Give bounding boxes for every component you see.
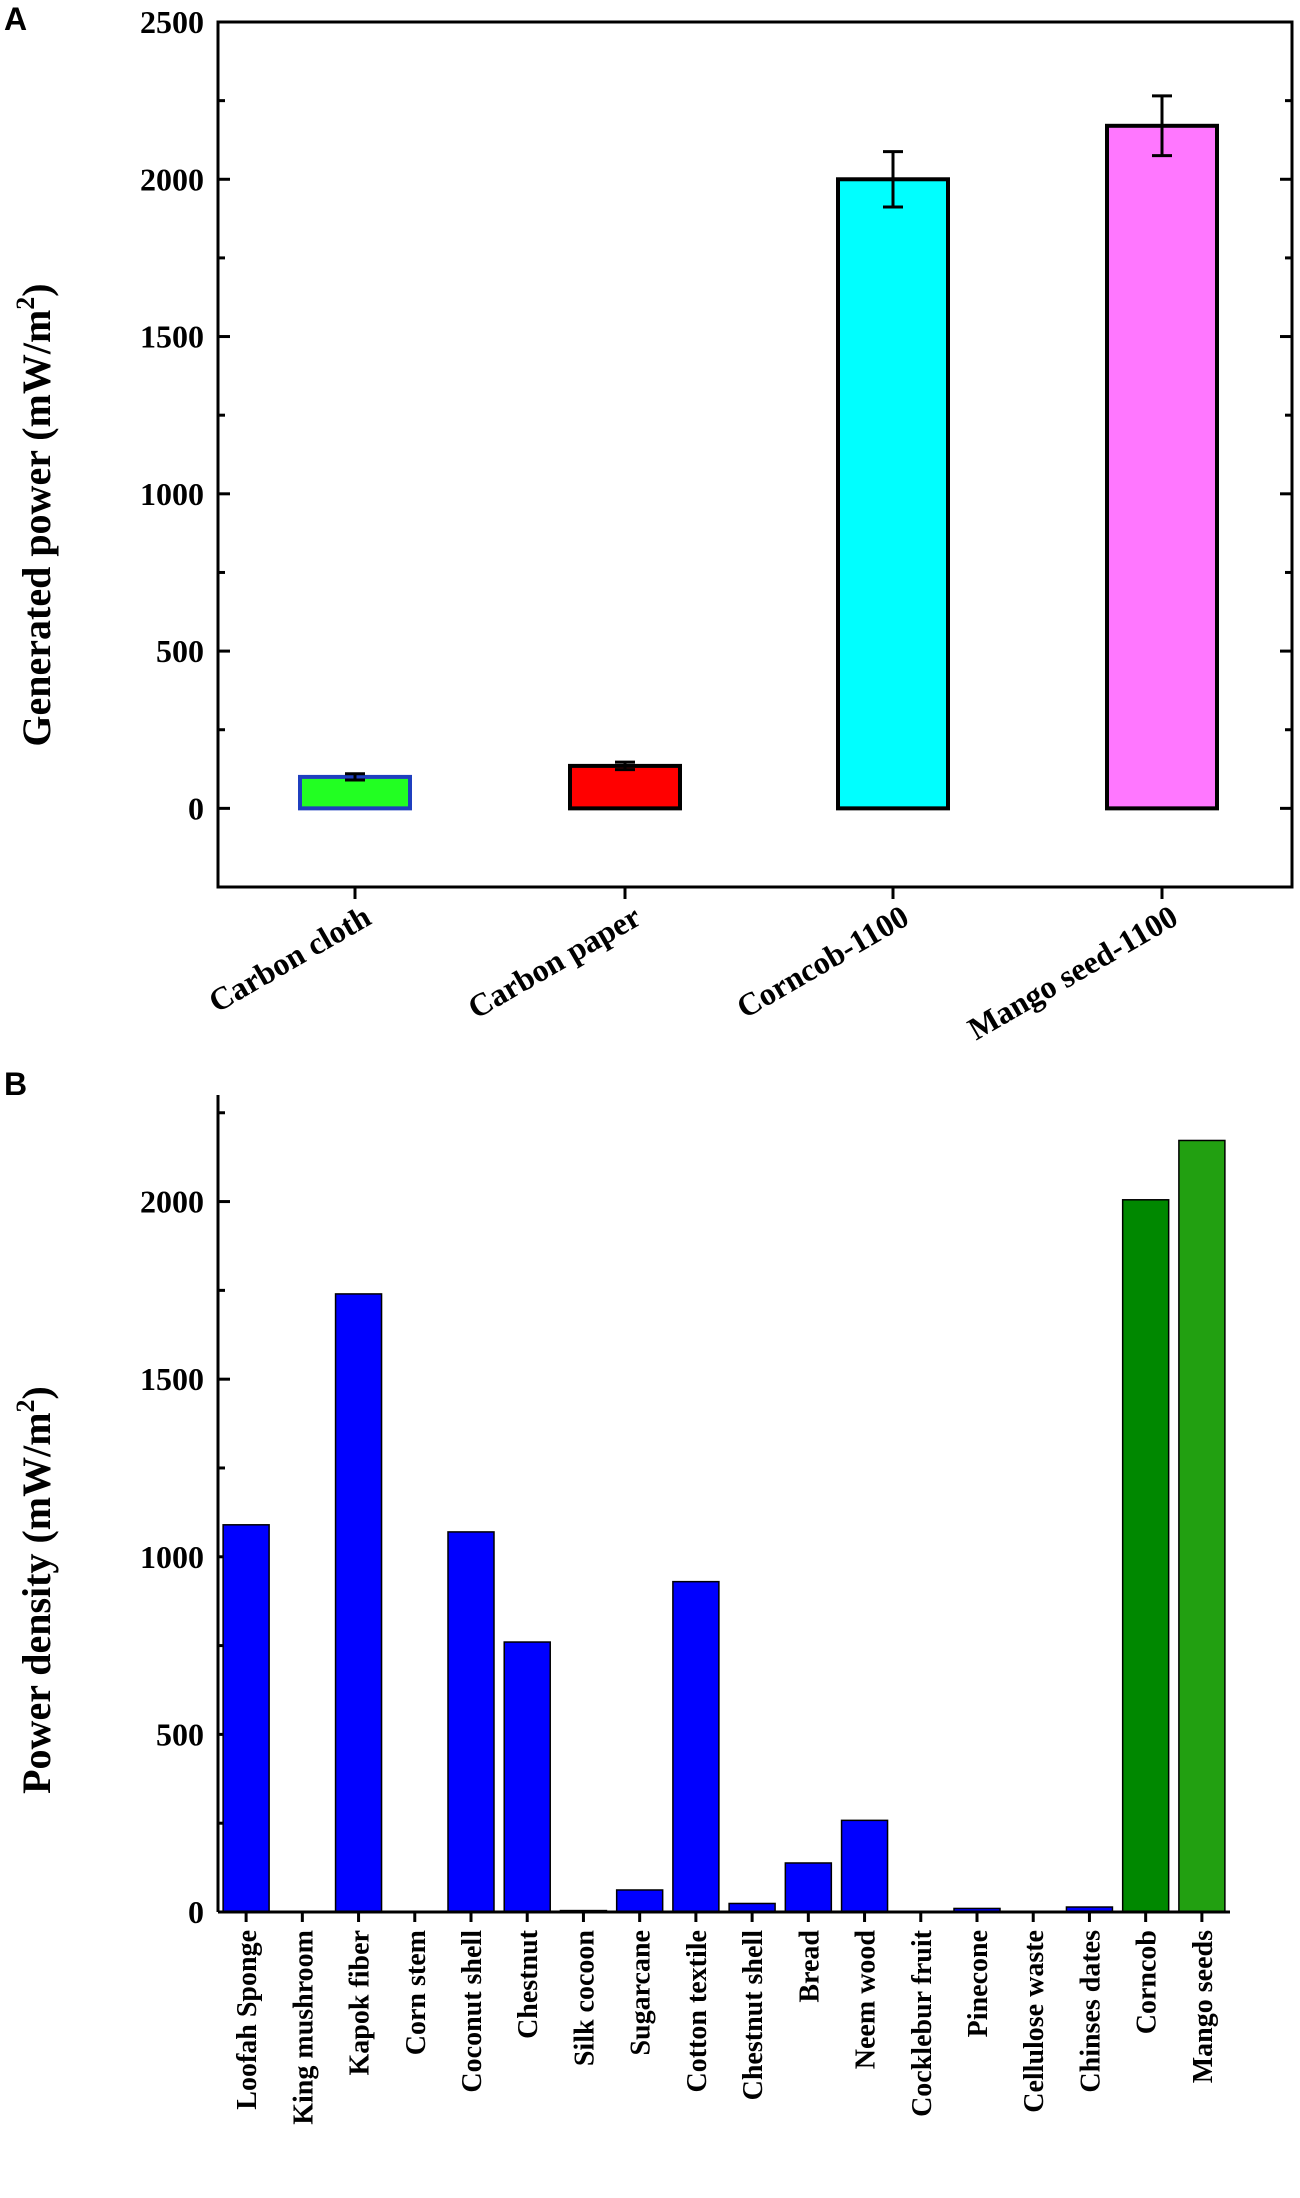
y-tick-label: 0 — [188, 790, 204, 826]
bar — [334, 1293, 383, 1913]
x-tick-label: Mango seeds — [1188, 1930, 1219, 2083]
panel-a-plot-area: 0 500 1000 1500 2000 2500 Carbon cloth Carbon p… — [140, 4, 1294, 1047]
x-tick-label: Carbon paper — [461, 898, 646, 1026]
bar — [784, 1862, 833, 1913]
x-tick-label: Kapok fiber — [345, 1930, 376, 2075]
bar — [447, 1531, 495, 1913]
x-tick-label: Cellulose waste — [1019, 1930, 1050, 2113]
x-tick-label: Chestnut — [513, 1929, 544, 2039]
y-tick-label: 500 — [156, 633, 204, 669]
y-tick-label: 1000 — [140, 476, 204, 512]
x-tick-label: Loofah Sponge — [232, 1930, 263, 2110]
x-tick-label: Cocklebur fruit — [907, 1929, 938, 2117]
axes-frame — [216, 20, 1294, 889]
panel-b-plot-area: 0 500 1000 1500 2000 Loofah Sponge King mushro… — [140, 1095, 1230, 2125]
y-tick-label: 2000 — [140, 1184, 204, 1220]
bar — [503, 1641, 551, 1913]
x-tick-label: Cotton textile — [682, 1930, 713, 2093]
bar — [1121, 1199, 1170, 1913]
panel-b-letter: B — [4, 1066, 27, 1102]
bar — [836, 177, 950, 811]
x-tick-label: Corncob-1100 — [730, 898, 914, 1025]
panel-a-y-axis-title: Generated power (mW/m2) — [11, 283, 59, 746]
bar — [1105, 123, 1219, 811]
x-tick-label: Corn stem — [401, 1930, 432, 2055]
bar — [672, 1580, 720, 1913]
x-tick-label: Coconut shell — [457, 1930, 488, 2093]
x-tick-label: Pinecone — [963, 1930, 994, 2037]
bar — [840, 1819, 889, 1913]
x-tick-label: Mango seed-1100 — [962, 898, 1184, 1047]
x-tick-label: Chestnut shell — [738, 1930, 769, 2101]
y-tick-label: 2000 — [140, 161, 204, 197]
x-tick-label: Sugarcane — [626, 1930, 657, 2056]
bar — [222, 1524, 270, 1913]
panel-b-chart: B Power density (mW/m2) 0 500 1000 1500 2000… — [4, 1066, 1230, 2125]
x-tick-label: Corncob — [1132, 1930, 1163, 2034]
x-tick-label: King mushroom — [288, 1930, 319, 2125]
x-tick-label: Neem wood — [851, 1930, 882, 2070]
bar — [568, 763, 682, 811]
panel-a-chart: A Generated power (mW/m2) 0 500 1000 1500 20… — [4, 1, 1294, 1047]
x-tick-label: Carbon cloth — [202, 898, 376, 1020]
bar — [1178, 1139, 1226, 1913]
panel-a-letter: A — [4, 1, 27, 37]
y-tick-label: 2500 — [140, 4, 204, 40]
y-tick-label: 1000 — [140, 1539, 204, 1575]
x-tick-label: Bread — [794, 1930, 825, 2003]
panel-b-y-axis-title: Power density (mW/m2) — [11, 1386, 59, 1794]
x-tick-label: Chinses dates — [1075, 1930, 1106, 2093]
y-tick-label: 500 — [156, 1716, 204, 1752]
bar — [298, 774, 412, 811]
x-tick-label: Silk cocoon — [569, 1930, 600, 2067]
bar — [615, 1889, 664, 1913]
y-tick-label: 1500 — [140, 319, 204, 355]
y-tick-label: 1500 — [140, 1361, 204, 1397]
y-tick-label: 0 — [188, 1894, 204, 1930]
